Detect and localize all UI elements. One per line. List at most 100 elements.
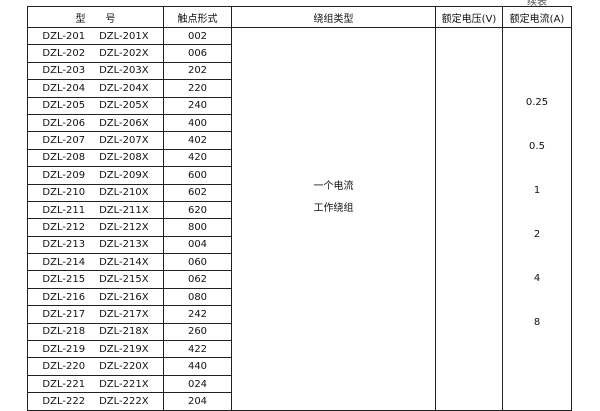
model-cell: DZL-219 DZL-219X	[27, 340, 164, 359]
model: DZL-201	[42, 30, 86, 42]
contact-cell: 004	[163, 235, 232, 255]
model-x: DZL-206X	[99, 117, 149, 129]
table-row: DZL-207 DZL-207X 402	[27, 131, 572, 150]
model-x: DZL-208X	[99, 152, 149, 164]
rated-current: 0.25	[525, 97, 549, 108]
table-row: DZL-204 DZL-204X 220	[27, 79, 572, 98]
model-cell: DZL-203 DZL-203X	[27, 61, 164, 81]
model-x: DZL-201X	[99, 30, 149, 42]
voltage-cell	[435, 27, 503, 411]
rated-current: 1	[533, 185, 541, 196]
rated-current: 0.5	[529, 141, 545, 152]
winding-line-1: 一个电流	[313, 181, 354, 192]
table-row: DZL-206 DZL-206X 400	[27, 113, 572, 133]
model: DZL-207	[42, 135, 86, 147]
header-current: 额定电流(A)	[502, 6, 572, 28]
model: DZL-217	[42, 308, 86, 320]
model: DZL-219	[42, 343, 86, 355]
contact-cell: 620	[163, 200, 232, 220]
contact-cell: 600	[163, 166, 232, 185]
model-x: DZL-211X	[99, 204, 149, 216]
header-model: 型 号	[27, 6, 164, 28]
contact-cell: 080	[163, 287, 232, 307]
contact-cell: 002	[163, 26, 232, 46]
model-x: DZL-207X	[99, 135, 149, 147]
model: DZL-202	[42, 48, 86, 60]
model-cell: DZL-220 DZL-220X	[27, 357, 164, 376]
contact-cell: 202	[163, 61, 232, 81]
contact-cell: 242	[163, 305, 232, 324]
model-x: DZL-209X	[99, 169, 149, 181]
table-row: DZL-210 DZL-210X 602	[27, 183, 572, 202]
model-cell: DZL-215 DZL-215X	[27, 270, 164, 289]
rated-current: 8	[533, 317, 541, 328]
model: DZL-208	[42, 152, 86, 164]
header-row: 型 号 触点形式 绕组类型 额定电压(V) 额定电流(A)	[27, 6, 572, 28]
contact-cell: 422	[163, 340, 232, 359]
contact-cell: 420	[163, 148, 232, 168]
model: DZL-211	[42, 204, 86, 216]
winding-line-2: 工作绕组	[313, 203, 354, 214]
model: DZL-218	[42, 326, 86, 338]
contact-cell: 602	[163, 183, 232, 202]
model-cell: DZL-204 DZL-204X	[27, 79, 164, 98]
model-cell: DZL-208 DZL-208X	[27, 148, 164, 168]
model-x: DZL-204X	[99, 82, 149, 94]
model-x: DZL-220X	[99, 361, 149, 373]
model-cell: DZL-216 DZL-216X	[27, 287, 164, 307]
continued-label: 续表	[527, 0, 547, 8]
model-x: DZL-214X	[99, 256, 149, 268]
model: DZL-212	[42, 221, 86, 233]
model-cell: DZL-211 DZL-211X	[27, 200, 164, 220]
table-row: DZL-209 DZL-209X 600	[27, 166, 572, 185]
header-voltage: 额定电压(V)	[435, 6, 503, 28]
model: DZL-213	[42, 239, 86, 251]
model-x: DZL-203X	[99, 65, 149, 77]
model-x: DZL-216X	[99, 291, 149, 303]
model-x: DZL-213X	[99, 239, 149, 251]
table-row: DZL-218 DZL-218X 260	[27, 322, 572, 342]
model-cell: DZL-205 DZL-205X	[27, 96, 164, 115]
contact-cell: 204	[163, 392, 232, 411]
model-cell: DZL-201 DZL-201X	[27, 26, 164, 46]
model-x: DZL-210X	[99, 187, 149, 199]
table-row: DZL-205 DZL-205X 240	[27, 96, 572, 115]
model-x: DZL-212X	[99, 221, 149, 233]
model-cell: DZL-202 DZL-202X	[27, 44, 164, 63]
model: DZL-221	[42, 378, 86, 390]
table-row: DZL-202 DZL-202X 006	[27, 44, 572, 63]
model-cell: DZL-214 DZL-214X	[27, 253, 164, 272]
table-row: DZL-201 DZL-201X 002 一个电流 工作绕组 0.25 0.5 1 2 4 8	[27, 26, 572, 411]
model-cell: DZL-212 DZL-212X	[27, 218, 164, 237]
model: DZL-214	[42, 256, 86, 268]
model-x: DZL-221X	[99, 378, 149, 390]
model-cell: DZL-218 DZL-218X	[27, 322, 164, 342]
current-cell: 0.25 0.5 1 2 4 8	[502, 27, 572, 411]
relay-spec-table: 型 号 触点形式 绕组类型 额定电压(V) 额定电流(A) DZL-201 DZL…	[27, 6, 572, 411]
contact-cell: 400	[163, 113, 232, 133]
model-cell: DZL-221 DZL-221X	[27, 374, 164, 394]
contact-cell: 402	[163, 131, 232, 150]
table-row: DZL-213 DZL-213X 004	[27, 235, 572, 255]
table-row: DZL-203 DZL-203X 202	[27, 61, 572, 81]
model-x: DZL-218X	[99, 326, 149, 338]
model: DZL-216	[42, 291, 86, 303]
model-cell: DZL-222 DZL-222X	[27, 392, 164, 411]
contact-cell: 220	[163, 79, 232, 98]
table-row: DZL-217 DZL-217X 242	[27, 305, 572, 324]
model-x: DZL-202X	[99, 48, 149, 60]
model: DZL-203	[42, 65, 86, 77]
winding-cell: 一个电流 工作绕组	[231, 27, 436, 411]
model-cell: DZL-213 DZL-213X	[27, 235, 164, 255]
contact-cell: 062	[163, 270, 232, 289]
model: DZL-220	[42, 361, 86, 373]
model-x: DZL-205X	[99, 100, 149, 112]
model: DZL-222	[42, 395, 86, 407]
model-x: DZL-222X	[99, 395, 149, 407]
model: DZL-210	[42, 187, 86, 199]
model-cell: DZL-217 DZL-217X	[27, 305, 164, 324]
model: DZL-206	[42, 117, 86, 129]
model-x: DZL-217X	[99, 308, 149, 320]
model-cell: DZL-207 DZL-207X	[27, 131, 164, 150]
model: DZL-215	[42, 274, 86, 286]
